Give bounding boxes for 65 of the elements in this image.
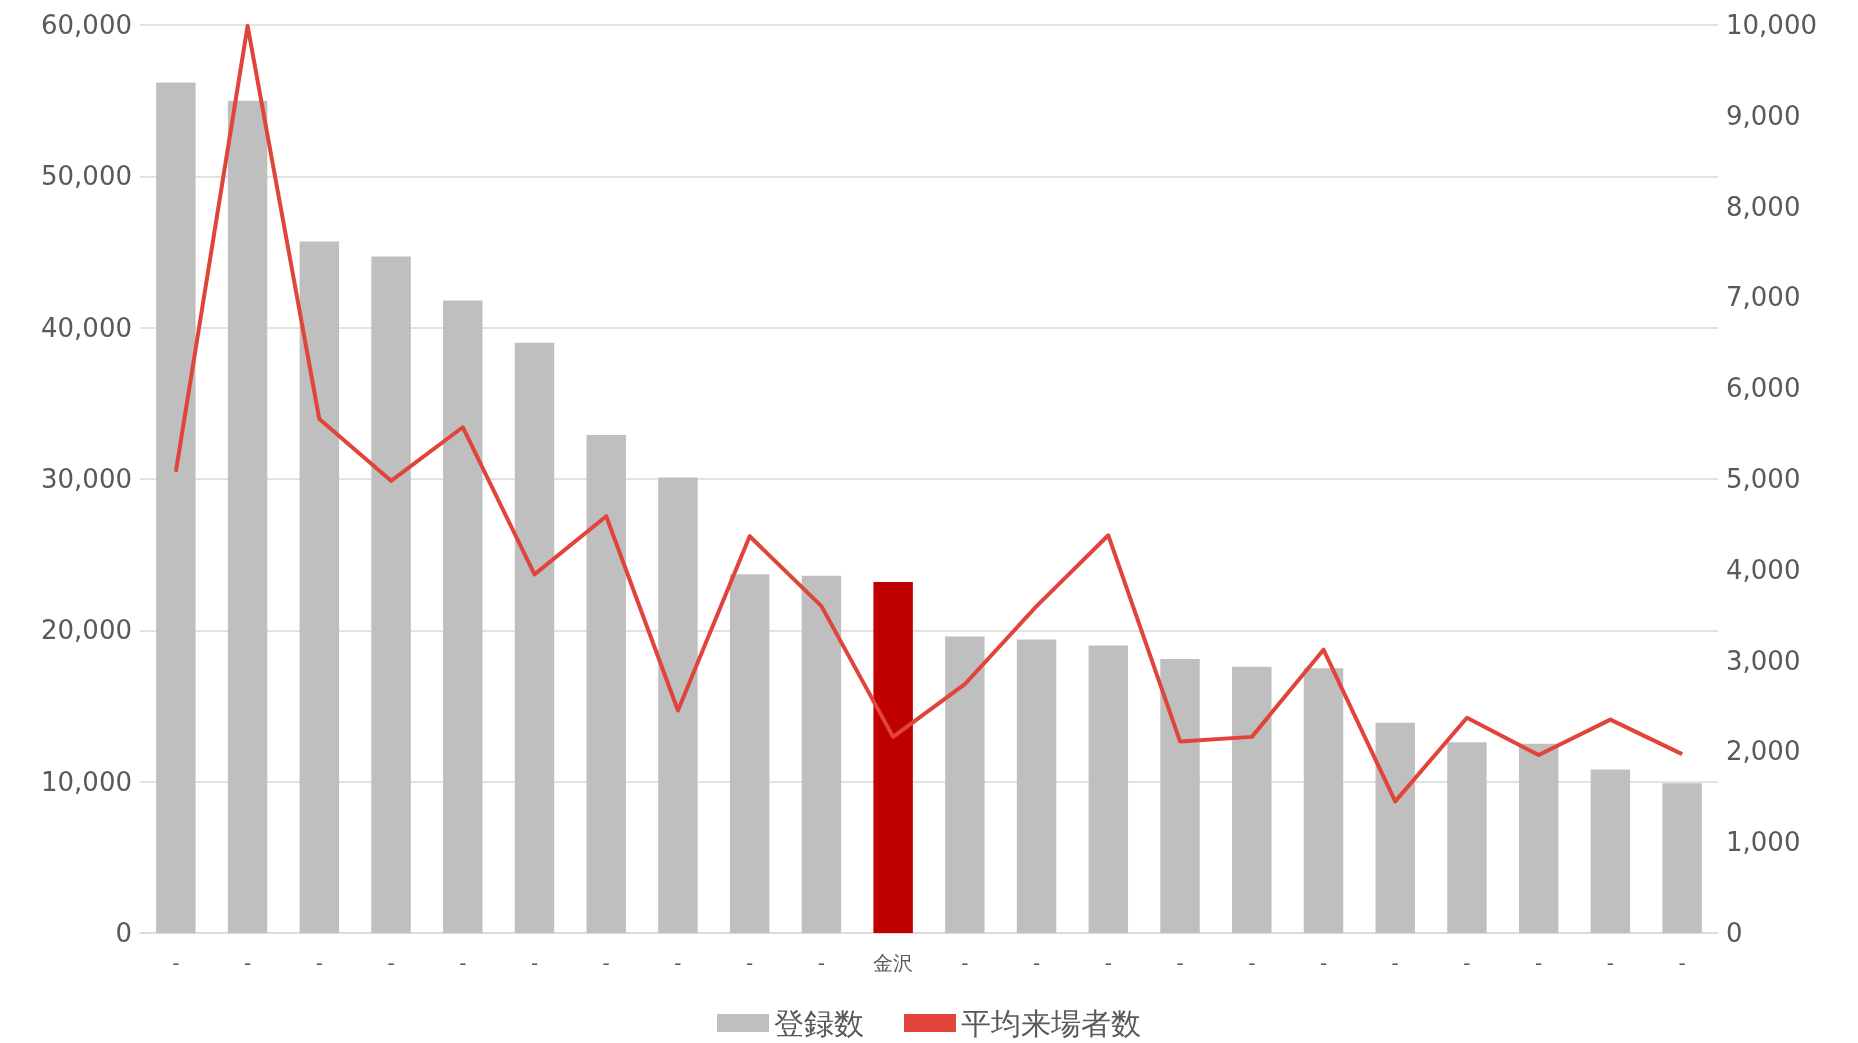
y2-tick-label: 1,000 xyxy=(1726,827,1801,858)
x-tick-label: - xyxy=(1248,951,1256,975)
x-tick-label: - xyxy=(243,951,252,975)
x-tick-label: - xyxy=(961,951,969,975)
bar xyxy=(801,575,842,933)
x-tick-label: - xyxy=(674,951,682,975)
y-tick-label: 50,000 xyxy=(41,161,132,192)
bar xyxy=(586,435,626,933)
x-tick-label: - xyxy=(387,951,395,975)
x-tick-label: - xyxy=(1176,951,1184,975)
bar xyxy=(1447,742,1487,933)
bar xyxy=(1590,769,1631,933)
x-tick-label: - xyxy=(746,951,754,975)
x-tick-label: - xyxy=(1678,951,1686,975)
y-tick-label: 10,000 xyxy=(41,766,132,797)
x-tick-label: - xyxy=(602,951,610,975)
x-tick-label: - xyxy=(1463,951,1471,975)
x-tick-label: 金沢 xyxy=(873,951,914,975)
bar xyxy=(658,477,698,933)
x-tick-label: - xyxy=(315,951,323,975)
legend-label: 平均来場者数 xyxy=(961,1005,1141,1041)
y2-tick-label: 8,000 xyxy=(1726,191,1801,222)
y2-tick-label: 0 xyxy=(1726,918,1743,948)
bar xyxy=(1303,668,1344,933)
bar xyxy=(1232,666,1272,933)
x-tick-label: - xyxy=(1535,951,1543,975)
bar xyxy=(729,574,770,933)
bar xyxy=(443,300,483,933)
bar xyxy=(514,342,555,933)
y2-tick-label: 10,000 xyxy=(1726,10,1817,40)
y-tick-label: 60,000 xyxy=(41,10,132,40)
x-tick-label: - xyxy=(1391,951,1399,975)
x-tick-label: - xyxy=(459,951,467,975)
y-tick-label: 0 xyxy=(115,918,132,948)
x-tick-label: - xyxy=(1032,951,1041,975)
line-series xyxy=(173,23,1685,804)
x-tick-label: - xyxy=(1319,951,1328,975)
y2-tick-label: 9,000 xyxy=(1726,100,1801,131)
y2-tick-label: 4,000 xyxy=(1726,554,1801,585)
y-tick-label: 30,000 xyxy=(41,464,132,494)
x-tick-label: - xyxy=(1606,951,1615,975)
y2-tick-label: 5,000 xyxy=(1726,464,1801,494)
bar xyxy=(156,82,196,933)
bar xyxy=(1088,645,1129,933)
y2-tick-label: 2,000 xyxy=(1726,736,1801,767)
bar xyxy=(1518,743,1559,933)
bar xyxy=(371,256,411,933)
bar xyxy=(1662,783,1702,933)
bar xyxy=(1375,722,1415,933)
x-tick-label: - xyxy=(817,951,826,975)
bar xyxy=(299,241,340,933)
bar xyxy=(227,100,268,933)
bar xyxy=(945,636,985,933)
y-tick-label: 40,000 xyxy=(41,312,132,343)
x-tick-label: - xyxy=(1104,951,1112,975)
y2-tick-label: 6,000 xyxy=(1726,373,1801,404)
x-tick-label: - xyxy=(530,951,539,975)
y2-tick-label: 7,000 xyxy=(1726,282,1801,313)
x-tick-label: - xyxy=(172,951,180,975)
y-tick-label: 20,000 xyxy=(41,615,132,646)
bar xyxy=(1016,639,1057,933)
y2-tick-label: 3,000 xyxy=(1726,645,1801,676)
bar xyxy=(873,581,913,933)
legend-label: 登録数 xyxy=(774,1005,864,1041)
bar xyxy=(1160,659,1200,933)
